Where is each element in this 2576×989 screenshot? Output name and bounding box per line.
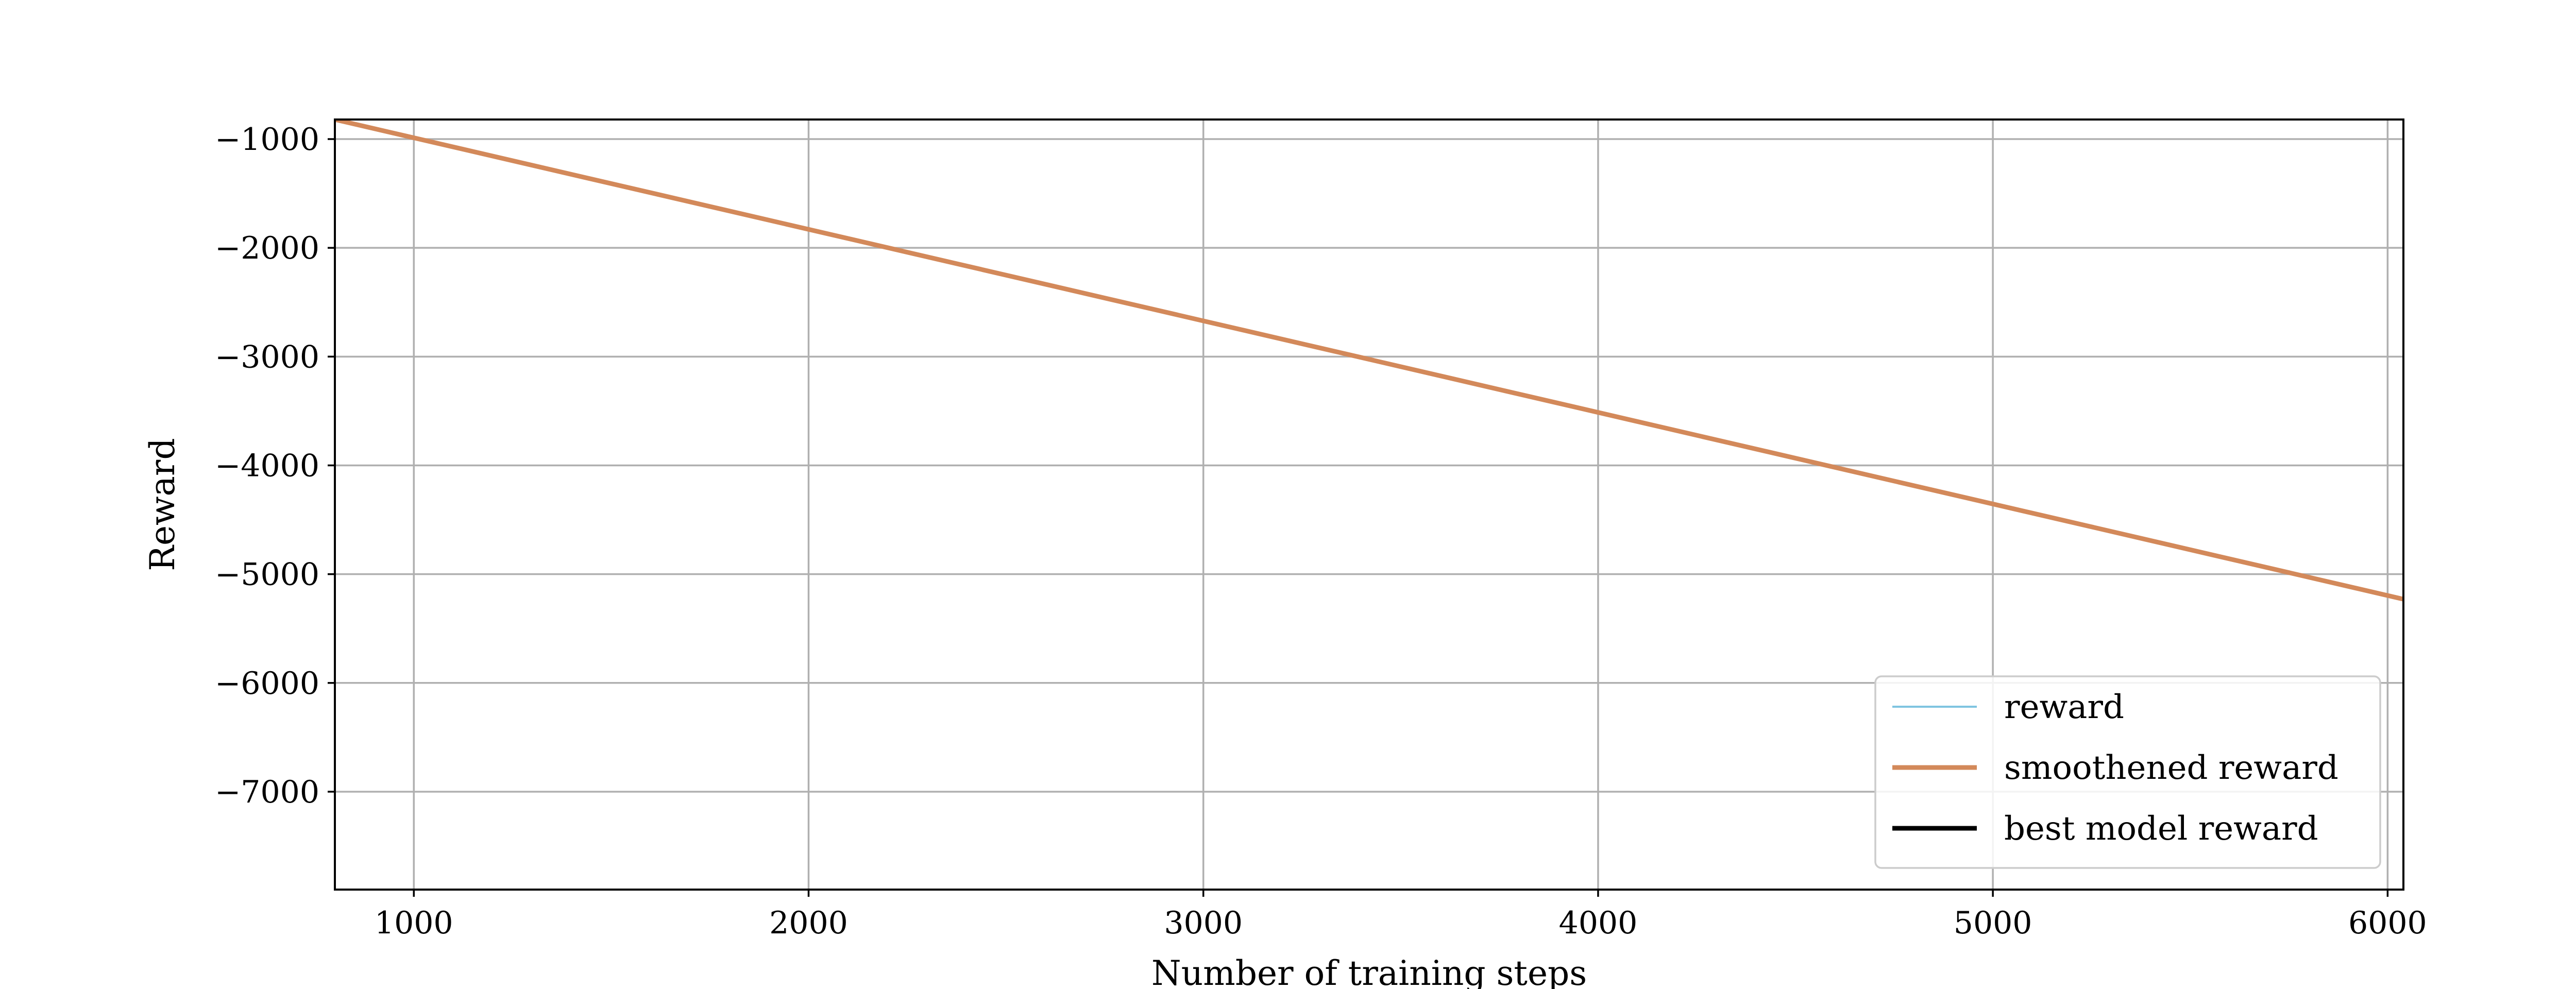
legend-label: smoothened reward — [2004, 749, 2338, 787]
x-tick-label: 5000 — [1954, 905, 2032, 941]
y-tick-label: −3000 — [215, 339, 319, 375]
y-tick-label: −6000 — [215, 666, 319, 702]
x-tick-label: 3000 — [1164, 905, 1243, 941]
axis-ticks: 1000 2000 3000 4000 5000 6000 −1000 −2000 −3000 −… — [215, 122, 2427, 941]
y-tick-label: −4000 — [215, 448, 319, 484]
x-tick-label: 1000 — [375, 905, 453, 941]
y-axis-label: Reward — [143, 438, 182, 571]
y-tick-label: −2000 — [215, 230, 319, 266]
y-tick-label: −1000 — [215, 122, 319, 158]
y-tick-label: −5000 — [215, 557, 319, 593]
x-tick-label: 4000 — [1559, 905, 1638, 941]
x-tick-label: 2000 — [769, 905, 848, 941]
chart-legend: reward smoothened reward best model reward — [1874, 675, 2381, 869]
x-tick-label: 6000 — [2348, 905, 2427, 941]
series-line-smoothened-reward — [335, 120, 2403, 602]
legend-box — [1874, 675, 2381, 869]
plot-series — [335, 120, 2403, 602]
legend-label: reward — [2004, 688, 2124, 726]
x-axis-label: Number of training steps — [1151, 953, 1587, 989]
plot-area-frame — [334, 118, 2404, 891]
legend-label: best model reward — [2004, 810, 2318, 848]
y-tick-label: −7000 — [215, 774, 319, 810]
